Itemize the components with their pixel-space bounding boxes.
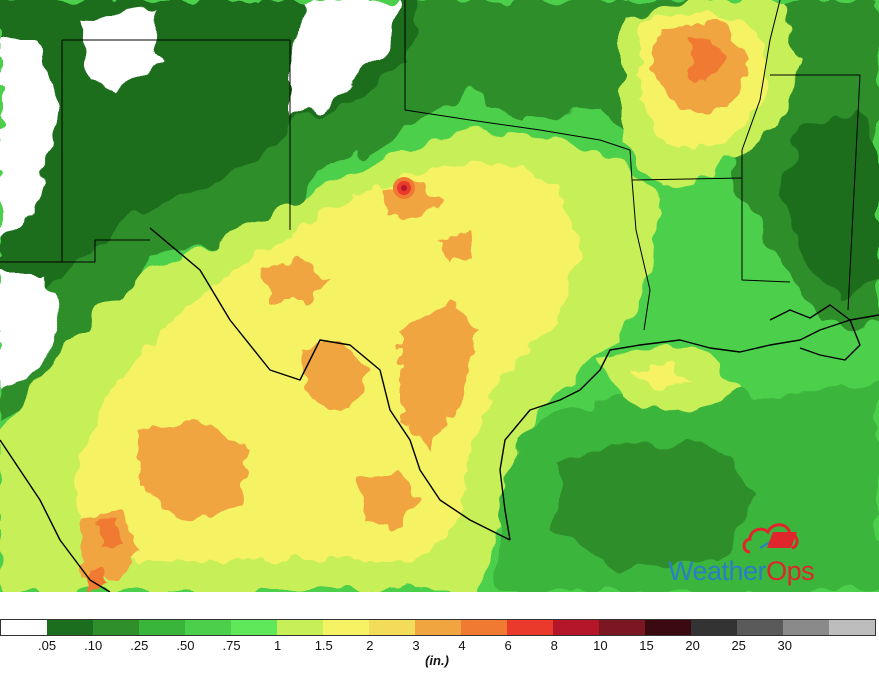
red-orange-northeast [688,35,725,85]
tx-coast [499,314,879,541]
legend-swatch [47,620,93,635]
legend-tick-label: 20 [685,638,700,653]
la-coast-detail [769,304,861,361]
legend-swatch [139,620,185,635]
legend-tick-label: 3 [412,638,420,653]
darkest-green-east [780,110,879,300]
no-data-north [290,0,400,120]
no-data-west [0,40,60,240]
legend-swatch [553,620,599,635]
legend-swatch [323,620,369,635]
legend-swatch [737,620,783,635]
border-tx-panhandle-north [404,0,631,151]
legend-tick-label: 6 [504,638,512,653]
orange-westcentral [300,340,370,410]
legend-tick-label: 1 [274,638,282,653]
border-ar-la [741,178,791,283]
weatherops-logo: WeatherOps [668,518,878,590]
legend-tick-label: 1.5 [314,638,333,653]
red-orange-south [88,568,106,586]
orange-southwest [140,420,250,520]
legend-tick-label: 8 [550,638,558,653]
state-borders [0,0,861,331]
legend-tick-label: 15 [639,638,654,653]
orange-central [400,300,480,450]
legend-units: (in.) [425,653,449,668]
legend-tick-label: .10 [84,638,103,653]
no-data-az [0,270,60,390]
legend-color-bar [0,619,876,636]
legend-swatch [599,620,645,635]
legend-tick-label: .75 [222,638,241,653]
legend-swatch [1,620,47,635]
legend-swatch [277,620,323,635]
legend-tick-label: .25 [130,638,149,653]
legend-swatch [231,620,277,635]
legend-swatch [93,620,139,635]
legend-swatch [415,620,461,635]
border-ms [847,74,861,311]
precipitation-map [0,0,879,592]
legend-tick-label: 30 [777,638,793,653]
logo-text-weather: Weather [668,556,767,586]
green-gulf-dark [560,440,760,570]
legend-swatch [691,620,737,635]
yellow-coast [630,362,690,392]
cloud-logo-icon [742,523,799,554]
legend-swatch [783,620,829,635]
hotspot-core [401,185,407,191]
mx-coast [0,439,111,592]
legend-swatch [829,620,875,635]
red-orange-mexico [98,518,122,548]
legend-tick-label: .50 [176,638,195,653]
precipitation-legend: .05 .10 .25 .50 .75 1 1.5 2 3 4 6 8 10 15 20 25 30 (in.) [0,619,879,688]
legend-swatch [369,620,415,635]
orange-east [440,232,475,262]
logo-text-ops: Ops [766,556,815,586]
legend-tick-label: 4 [458,638,466,653]
border-ms-ne [741,0,781,178]
orange-southtx [360,470,420,530]
border-az-nm [0,239,150,263]
legend-swatch [185,620,231,635]
orange-panhandle [260,260,330,300]
rio-grande [149,227,511,541]
legend-tick-label: 25 [731,638,746,653]
legend-swatch [507,620,553,635]
legend-tick-label: 10 [593,638,608,653]
legend-swatch [645,620,691,635]
legend-tick-label: .05 [38,638,57,653]
no-data-nm [80,10,160,90]
legend-tick-label: 2 [366,638,374,653]
border-tx-la [631,179,651,331]
rio-grande-coast [0,227,879,592]
legend-swatch [461,620,507,635]
logo-wordmark: WeatherOps [668,556,815,587]
